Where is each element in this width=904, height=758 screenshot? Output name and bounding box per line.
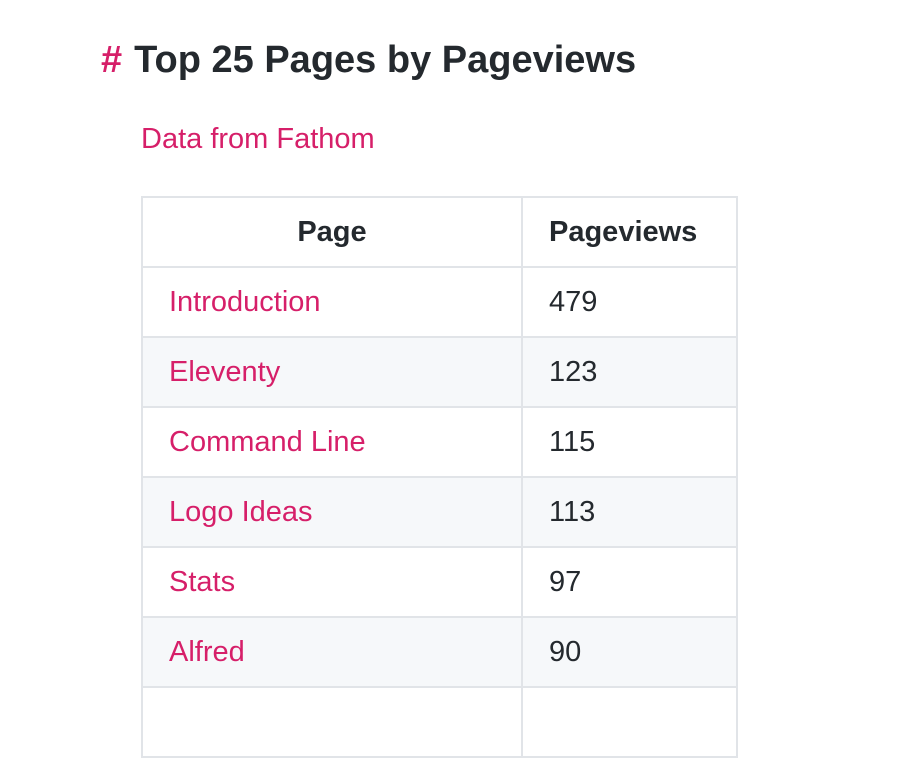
page-cell: Stats — [141, 546, 523, 618]
pageviews-table: Page Pageviews Introduction 479 Eleventy… — [141, 196, 738, 758]
table-header-row: Page Pageviews — [141, 196, 738, 268]
table-row: Introduction 479 — [141, 266, 738, 338]
heading-anchor-link[interactable]: # — [101, 39, 123, 81]
page-cell: Command Line — [141, 406, 523, 478]
data-source-link[interactable]: Data from Fathom — [141, 123, 375, 155]
page-title-text: Top 25 Pages by Pageviews — [134, 39, 637, 81]
column-header-page: Page — [141, 196, 523, 268]
page-link-introduction[interactable]: Introduction — [169, 285, 321, 318]
table-row: Alfred 90 — [141, 616, 738, 688]
table-row — [141, 686, 738, 758]
page-cell: Alfred — [141, 616, 523, 688]
page-cell: Eleventy — [141, 336, 523, 408]
pageviews-cell: 113 — [521, 476, 738, 548]
table-row: Logo Ideas 113 — [141, 476, 738, 548]
page-link-alfred[interactable]: Alfred — [169, 635, 245, 668]
pageviews-cell: 97 — [521, 546, 738, 618]
column-header-pageviews: Pageviews — [521, 196, 738, 268]
page-link-stats[interactable]: Stats — [169, 565, 236, 598]
pageviews-cell: 90 — [521, 616, 738, 688]
page-link-eleventy[interactable]: Eleventy — [169, 355, 281, 388]
pageviews-cell: 479 — [521, 266, 738, 338]
table-row: Command Line 115 — [141, 406, 738, 478]
page-cell: Introduction — [141, 266, 523, 338]
page-link-command-line[interactable]: Command Line — [169, 425, 366, 458]
page-cell: Logo Ideas — [141, 476, 523, 548]
pageviews-cell — [521, 686, 738, 758]
page-title: # Top 25 Pages by Pageviews — [101, 36, 636, 84]
page-cell — [141, 686, 523, 758]
pageviews-cell: 123 — [521, 336, 738, 408]
page-link-logo-ideas[interactable]: Logo Ideas — [169, 495, 313, 528]
table-row: Eleventy 123 — [141, 336, 738, 408]
pageviews-cell: 115 — [521, 406, 738, 478]
table-row: Stats 97 — [141, 546, 738, 618]
